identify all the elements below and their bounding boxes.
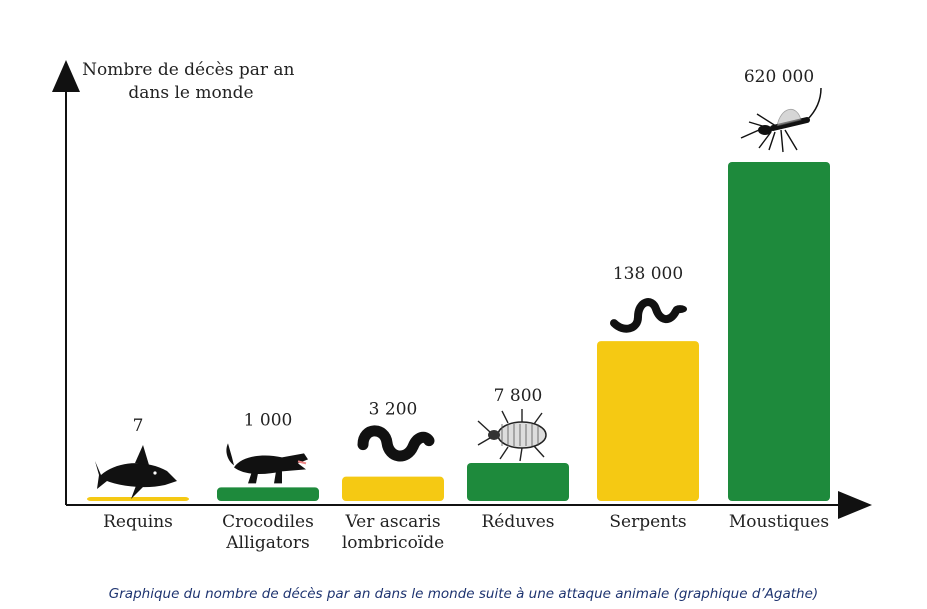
category-label-1: Requins — [103, 512, 173, 532]
category-label-6: Moustiques — [729, 512, 829, 532]
chart-caption: Graphique du nombre de décès par an dans… — [108, 586, 819, 602]
value-label-5: 138 000 — [613, 264, 683, 284]
bar-1 — [87, 497, 189, 501]
category-label-2: Crocodiles Alligators — [222, 512, 314, 553]
y-axis-arrow — [52, 60, 80, 92]
worm-icon — [357, 425, 435, 462]
bar-3 — [342, 476, 444, 501]
category-label-line: Alligators — [225, 533, 310, 553]
bar-2 — [217, 487, 319, 501]
category-label-4: Réduves — [481, 512, 554, 532]
value-label-4: 7 800 — [494, 386, 543, 406]
icons-group — [95, 87, 822, 499]
bar-6 — [728, 162, 830, 501]
bug-icon — [477, 408, 547, 462]
mosquito-icon — [740, 87, 822, 153]
category-labels-group: Requins Crocodiles Alligators Ver ascaris lo… — [103, 512, 829, 553]
category-label-5: Serpents — [609, 512, 686, 532]
bar-4 — [467, 462, 569, 501]
crocodile-icon — [226, 443, 308, 484]
category-label-line: Ver ascaris — [344, 512, 440, 532]
snake-icon — [610, 298, 687, 333]
category-label-line: Moustiques — [729, 512, 829, 532]
category-label-3: Ver ascaris lombricoïde — [342, 512, 444, 553]
value-label-2: 1 000 — [244, 410, 293, 430]
category-label-line: Serpents — [609, 512, 686, 532]
y-axis-label-line-2: dans le monde — [128, 83, 253, 103]
category-label-line: Réduves — [481, 512, 554, 532]
bar-5 — [597, 341, 699, 501]
shark-icon — [95, 445, 177, 499]
category-label-line: Requins — [103, 512, 173, 532]
bar-chart: Nombre de décès par an dans le monde 7 1 … — [52, 60, 872, 553]
value-label-3: 3 200 — [369, 400, 418, 420]
y-axis-label: Nombre de décès par an dans le monde — [82, 60, 300, 103]
y-axis-label-line-1: Nombre de décès par an — [82, 60, 294, 80]
category-label-line: lombricoïde — [342, 533, 444, 553]
x-axis-arrow — [838, 491, 872, 519]
value-labels-group: 7 1 000 3 200 7 800 138 000 620 000 — [133, 67, 815, 436]
bars-group — [87, 162, 830, 501]
category-label-line: Crocodiles — [222, 512, 314, 532]
value-label-6: 620 000 — [744, 67, 814, 87]
value-label-1: 7 — [133, 416, 144, 436]
